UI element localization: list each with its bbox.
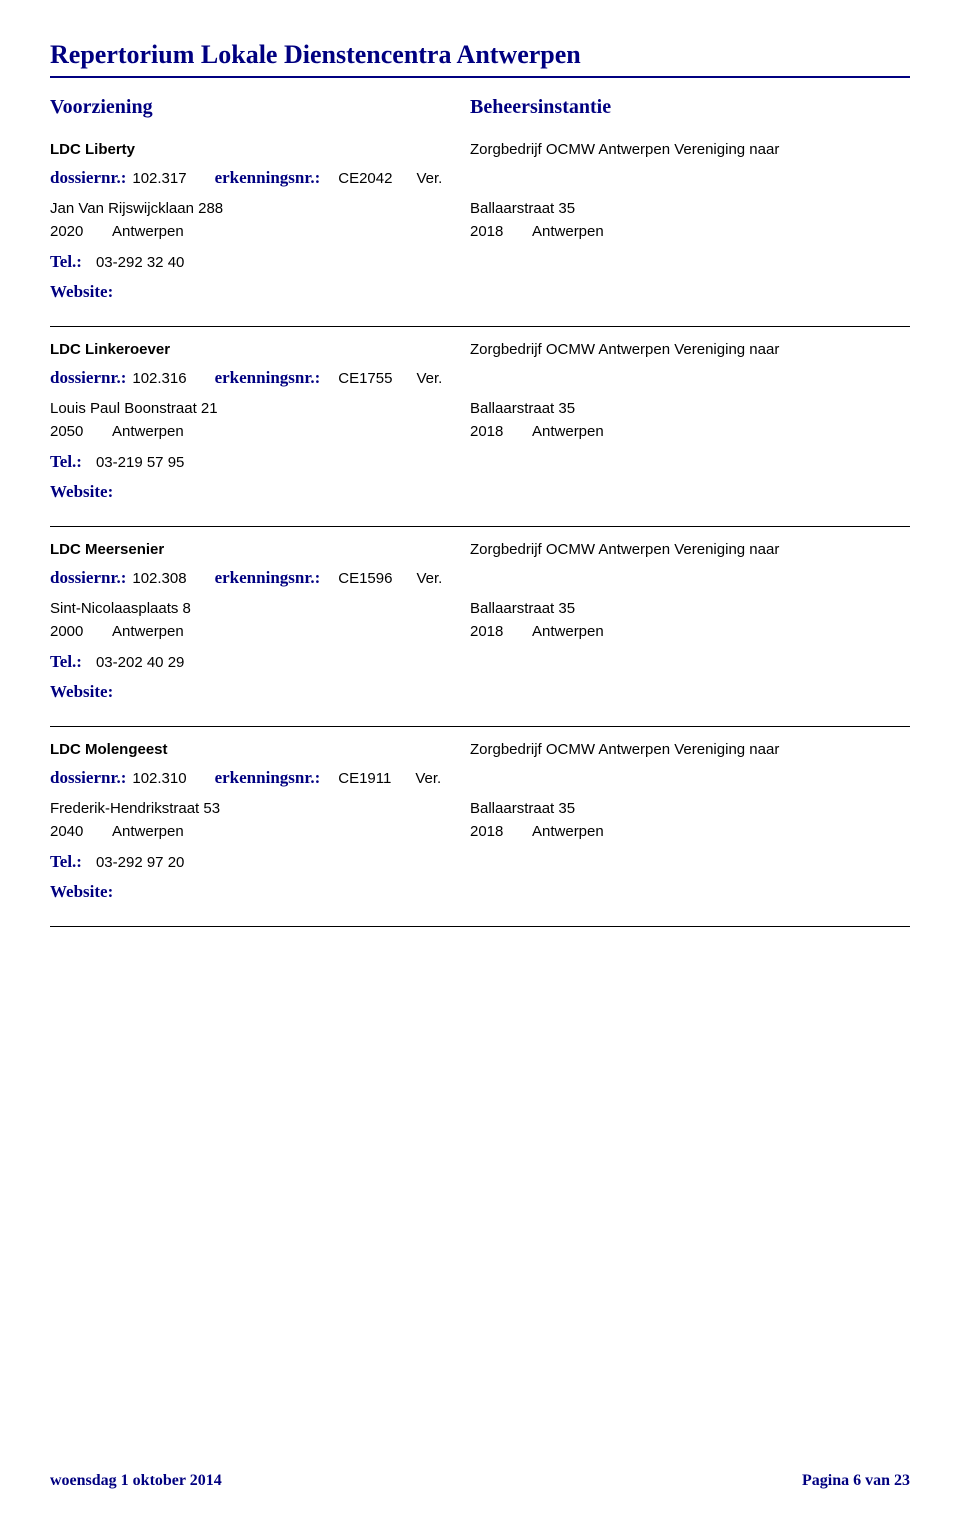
zip: 2020 bbox=[50, 223, 98, 240]
dossier-line: dossiernr.: 102.310 erkenningsnr.: CE191… bbox=[50, 768, 910, 788]
beheer-city: Antwerpen bbox=[532, 423, 604, 440]
city: Antwerpen bbox=[112, 823, 184, 840]
entry: LDC Linkeroever Zorgbedrijf OCMW Antwerp… bbox=[50, 327, 910, 516]
columns-header: Voorziening Beheersinstantie bbox=[50, 96, 910, 119]
beheer-street: Ballaarstraat 35 bbox=[470, 800, 910, 817]
erkenningsnr-label: erkenningsnr.: bbox=[215, 368, 321, 388]
tel-value: 03-219 57 95 bbox=[96, 454, 184, 471]
dossiernr-value: 102.308 bbox=[132, 570, 186, 587]
beheer-city: Antwerpen bbox=[532, 223, 604, 240]
zip: 2050 bbox=[50, 423, 98, 440]
street: Jan Van Rijswijcklaan 288 bbox=[50, 200, 470, 217]
tel-value: 03-292 97 20 bbox=[96, 854, 184, 871]
zip: 2040 bbox=[50, 823, 98, 840]
city: Antwerpen bbox=[112, 223, 184, 240]
beheer-name: Zorgbedrijf OCMW Antwerpen Vereniging na… bbox=[470, 341, 910, 358]
entry: LDC Molengeest Zorgbedrijf OCMW Antwerpe… bbox=[50, 727, 910, 916]
beheer-zip: 2018 bbox=[470, 423, 518, 440]
ldc-name: LDC Meersenier bbox=[50, 541, 470, 558]
ldc-name: LDC Molengeest bbox=[50, 741, 470, 758]
beheer-street: Ballaarstraat 35 bbox=[470, 200, 910, 217]
erkenningsnr-label: erkenningsnr.: bbox=[215, 168, 321, 188]
dossier-line: dossiernr.: 102.316 erkenningsnr.: CE175… bbox=[50, 368, 910, 388]
beheer-street: Ballaarstraat 35 bbox=[470, 600, 910, 617]
website-label: Website: bbox=[50, 282, 910, 302]
street: Frederik-Hendrikstraat 53 bbox=[50, 800, 470, 817]
ver-value: Ver. bbox=[416, 370, 442, 387]
entry: LDC Meersenier Zorgbedrijf OCMW Antwerpe… bbox=[50, 527, 910, 716]
dossier-line: dossiernr.: 102.317 erkenningsnr.: CE204… bbox=[50, 168, 910, 188]
beheer-city: Antwerpen bbox=[532, 823, 604, 840]
erkenningsnr-label: erkenningsnr.: bbox=[215, 768, 321, 788]
footer-page: Pagina 6 van 23 bbox=[802, 1472, 910, 1490]
dossiernr-label: dossiernr.: bbox=[50, 768, 126, 788]
erkenningsnr-value: CE2042 bbox=[338, 170, 392, 187]
tel-value: 03-292 32 40 bbox=[96, 254, 184, 271]
dossiernr-label: dossiernr.: bbox=[50, 368, 126, 388]
entry-rule bbox=[50, 926, 910, 927]
city: Antwerpen bbox=[112, 623, 184, 640]
beheer-city: Antwerpen bbox=[532, 623, 604, 640]
erkenningsnr-value: CE1911 bbox=[338, 770, 391, 787]
ldc-name: LDC Linkeroever bbox=[50, 341, 470, 358]
tel-label: Tel.: bbox=[50, 652, 82, 671]
footer-date: woensdag 1 oktober 2014 bbox=[50, 1472, 222, 1490]
dossier-line: dossiernr.: 102.308 erkenningsnr.: CE159… bbox=[50, 568, 910, 588]
beheer-zip: 2018 bbox=[470, 623, 518, 640]
erkenningsnr-value: CE1755 bbox=[338, 370, 392, 387]
ver-value: Ver. bbox=[415, 770, 441, 787]
beheersinstantie-heading: Beheersinstantie bbox=[470, 96, 910, 119]
tel-value: 03-202 40 29 bbox=[96, 654, 184, 671]
title-rule bbox=[50, 76, 910, 78]
voorziening-heading: Voorziening bbox=[50, 96, 470, 119]
tel-label: Tel.: bbox=[50, 452, 82, 471]
ldc-name: LDC Liberty bbox=[50, 141, 470, 158]
zip: 2000 bbox=[50, 623, 98, 640]
website-label: Website: bbox=[50, 882, 910, 902]
dossiernr-label: dossiernr.: bbox=[50, 568, 126, 588]
beheer-street: Ballaarstraat 35 bbox=[470, 400, 910, 417]
footer: woensdag 1 oktober 2014 Pagina 6 van 23 bbox=[50, 1472, 910, 1490]
beheer-zip: 2018 bbox=[470, 823, 518, 840]
ver-value: Ver. bbox=[416, 570, 442, 587]
tel-label: Tel.: bbox=[50, 252, 82, 271]
erkenningsnr-label: erkenningsnr.: bbox=[215, 568, 321, 588]
entry: LDC Liberty Zorgbedrijf OCMW Antwerpen V… bbox=[50, 127, 910, 316]
tel-label: Tel.: bbox=[50, 852, 82, 871]
dossiernr-value: 102.317 bbox=[132, 170, 186, 187]
beheer-name: Zorgbedrijf OCMW Antwerpen Vereniging na… bbox=[470, 541, 910, 558]
ver-value: Ver. bbox=[416, 170, 442, 187]
beheer-zip: 2018 bbox=[470, 223, 518, 240]
website-label: Website: bbox=[50, 482, 910, 502]
beheer-name: Zorgbedrijf OCMW Antwerpen Vereniging na… bbox=[470, 741, 910, 758]
dossiernr-value: 102.310 bbox=[132, 770, 186, 787]
street: Sint-Nicolaasplaats 8 bbox=[50, 600, 470, 617]
city: Antwerpen bbox=[112, 423, 184, 440]
beheer-name: Zorgbedrijf OCMW Antwerpen Vereniging na… bbox=[470, 141, 910, 158]
dossiernr-value: 102.316 bbox=[132, 370, 186, 387]
dossiernr-label: dossiernr.: bbox=[50, 168, 126, 188]
street: Louis Paul Boonstraat 21 bbox=[50, 400, 470, 417]
website-label: Website: bbox=[50, 682, 910, 702]
erkenningsnr-value: CE1596 bbox=[338, 570, 392, 587]
page-title: Repertorium Lokale Dienstencentra Antwer… bbox=[50, 40, 910, 70]
